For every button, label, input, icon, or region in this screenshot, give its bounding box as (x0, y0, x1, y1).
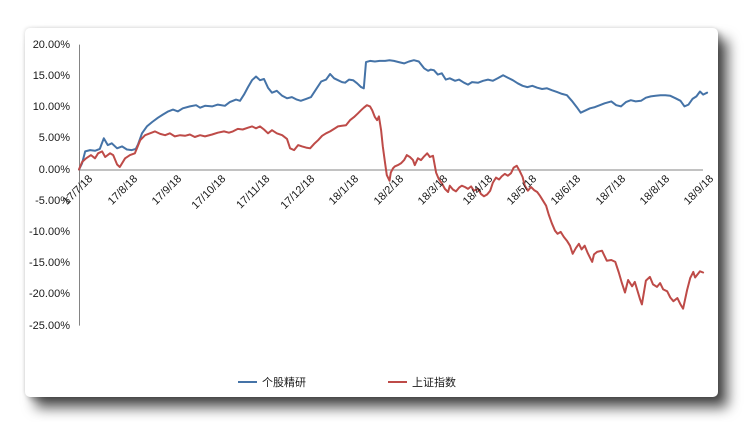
y-tick-label: 15.00% (32, 69, 70, 82)
y-tick-label: 0.00% (38, 163, 70, 176)
legend-item: 个股精研 (238, 374, 306, 390)
legend-line-swatch (388, 381, 407, 383)
series-line-1 (78, 104, 705, 310)
y-tick-label: -5.00% (35, 194, 70, 207)
legend-label: 个股精研 (262, 377, 306, 389)
y-tick-label: -15.00% (29, 257, 70, 270)
legend-item: 上证指数 (388, 374, 456, 390)
chart-card (25, 28, 718, 397)
y-tick-label: -10.00% (29, 225, 70, 238)
y-tick-label: -25.00% (29, 319, 70, 332)
y-tick-label: 20.00% (32, 38, 70, 51)
legend-line-swatch (238, 381, 257, 383)
y-tick-label: 10.00% (32, 101, 70, 114)
y-tick-label: 5.00% (38, 132, 70, 145)
y-tick-label: -20.00% (29, 288, 70, 301)
series-line-0 (78, 59, 709, 171)
legend-label: 上证指数 (412, 377, 456, 389)
